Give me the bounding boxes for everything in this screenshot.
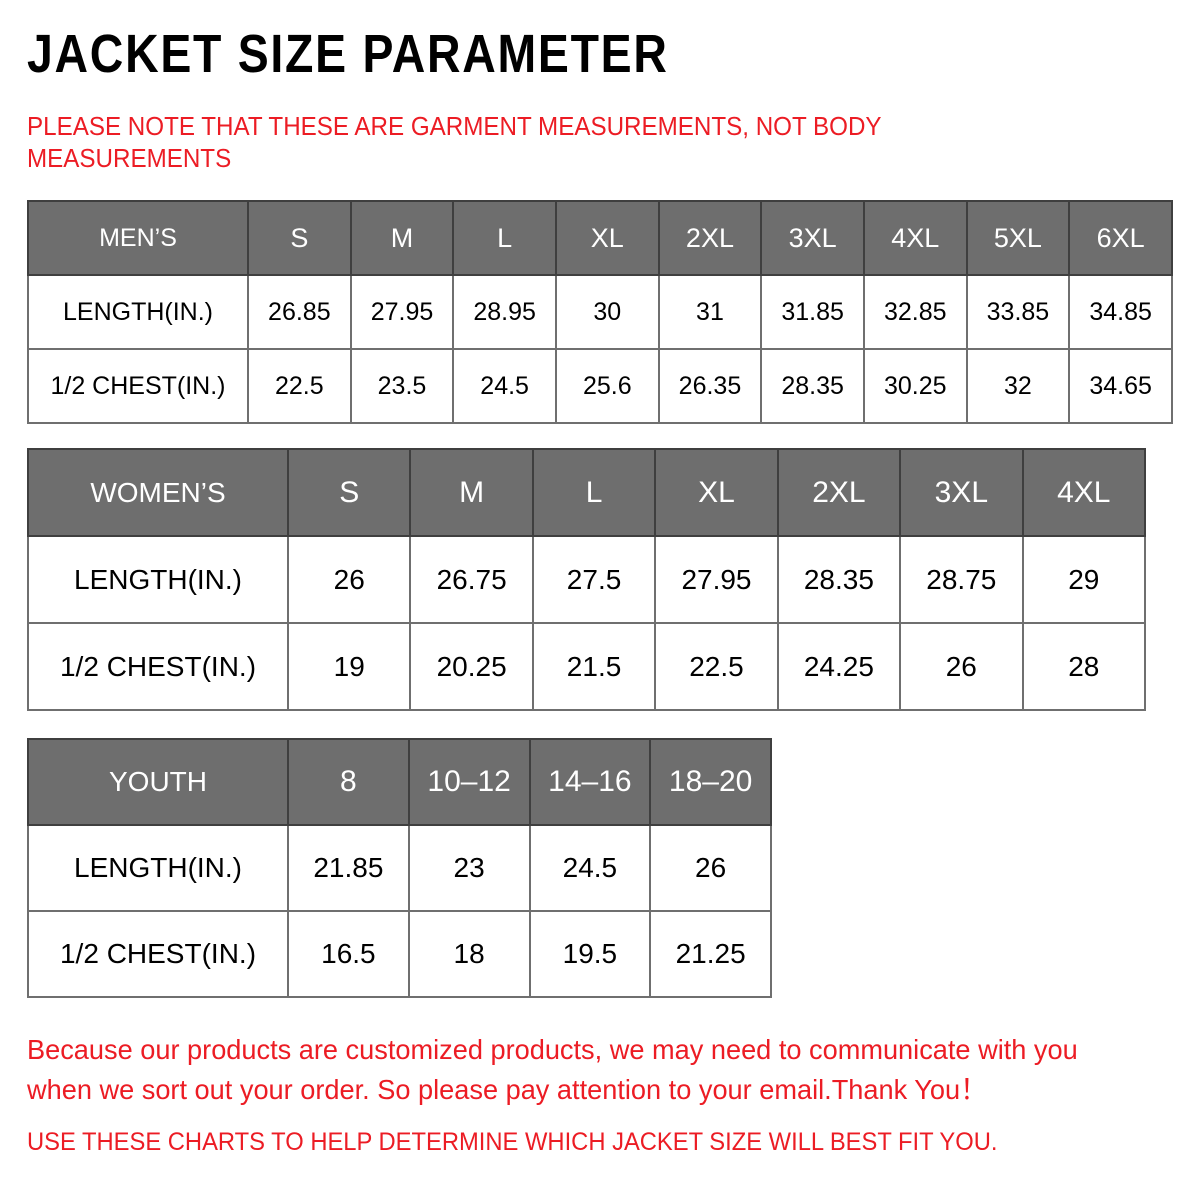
- column-header-womens-2: L: [531, 448, 657, 537]
- row-label-womens-0: LENGTH(IN.): [27, 535, 289, 624]
- table-row: LENGTH(IN.) 26.85 27.95 28.95 30 31 31.85 32.85…: [27, 274, 1173, 350]
- row-label-mens-1: 1/2 CHEST(IN.): [27, 348, 249, 424]
- cell-mens-0-5: 31.85: [760, 274, 865, 350]
- table-header-row: WOMEN’S S M L XL 2XL 3XL 4XL: [27, 448, 1147, 537]
- table-header-row: YOUTH 8 10–12 14–16 18–20: [27, 738, 772, 826]
- cell-mens-1-0: 22.5: [247, 348, 352, 424]
- column-header-youth-1: 10–12: [407, 738, 531, 826]
- cell-womens-1-6: 28: [1021, 622, 1147, 711]
- column-header-mens-2: L: [452, 200, 557, 276]
- column-header-mens-3: XL: [554, 200, 660, 276]
- cell-womens-1-5: 26: [899, 622, 1024, 711]
- cell-youth-0-2: 24.5: [528, 824, 652, 912]
- cell-mens-0-7: 33.85: [965, 274, 1071, 350]
- cell-mens-1-7: 32: [965, 348, 1071, 424]
- garment-measurement-notice: PLEASE NOTE THAT THESE ARE GARMENT MEASU…: [27, 111, 882, 173]
- cell-mens-0-3: 30: [554, 274, 660, 350]
- table-row: LENGTH(IN.) 21.85 23 24.5 26: [27, 824, 772, 912]
- cell-womens-1-0: 19: [286, 622, 412, 711]
- mens-table-body: LENGTH(IN.) 26.85 27.95 28.95 30 31 31.85 32.85…: [27, 274, 1173, 424]
- cell-womens-0-6: 29: [1021, 535, 1147, 624]
- cell-womens-1-1: 20.25: [409, 622, 534, 711]
- column-header-youth-0: 8: [287, 738, 410, 826]
- column-header-mens-7: 5XL: [965, 200, 1071, 276]
- youth-table-header: YOUTH 8 10–12 14–16 18–20: [27, 738, 772, 826]
- cell-womens-0-2: 27.5: [531, 535, 657, 624]
- cell-youth-0-1: 23: [407, 824, 531, 912]
- cell-mens-0-4: 31: [657, 274, 763, 350]
- column-header-womens-0: S: [286, 448, 412, 537]
- cell-mens-0-6: 32.85: [862, 274, 968, 350]
- cell-mens-1-5: 28.35: [760, 348, 865, 424]
- column-header-womens-3: XL: [654, 448, 779, 537]
- cell-womens-1-4: 24.25: [776, 622, 902, 711]
- row-label-youth-0: LENGTH(IN.): [27, 824, 289, 912]
- cell-womens-0-0: 26: [286, 535, 412, 624]
- mens-size-table: MEN’S S M L XL 2XL 3XL 4XL 5XL 6XL LENGTH(IN.) 26.…: [27, 200, 1173, 424]
- cell-youth-1-3: 21.25: [649, 910, 772, 998]
- row-label-mens-0: LENGTH(IN.): [27, 274, 249, 350]
- cell-mens-1-8: 34.65: [1068, 348, 1173, 424]
- column-header-womens-1: M: [409, 448, 534, 537]
- column-header-womens-4: 2XL: [776, 448, 902, 537]
- youth-table-body: LENGTH(IN.) 21.85 23 24.5 26 1/2 CHEST(IN.) 16…: [27, 824, 772, 998]
- cell-womens-0-3: 27.95: [654, 535, 779, 624]
- column-header-mens-6: 4XL: [862, 200, 968, 276]
- cell-mens-1-6: 30.25: [862, 348, 968, 424]
- cell-youth-1-2: 19.5: [528, 910, 652, 998]
- cell-womens-0-4: 28.35: [776, 535, 902, 624]
- column-header-youth-3: 18–20: [649, 738, 772, 826]
- page-title: JACKET SIZE PARAMETER: [27, 24, 669, 84]
- cell-mens-0-0: 26.85: [247, 274, 352, 350]
- cell-mens-0-2: 28.95: [452, 274, 557, 350]
- cell-womens-0-5: 28.75: [899, 535, 1024, 624]
- cell-youth-0-0: 21.85: [287, 824, 410, 912]
- youth-corner-label: YOUTH: [27, 738, 289, 826]
- cell-mens-0-1: 27.95: [349, 274, 455, 350]
- column-header-youth-2: 14–16: [528, 738, 652, 826]
- womens-table-header: WOMEN’S S M L XL 2XL 3XL 4XL: [27, 448, 1147, 537]
- column-header-mens-8: 6XL: [1068, 200, 1173, 276]
- cell-womens-1-3: 22.5: [654, 622, 779, 711]
- womens-size-table: WOMEN’S S M L XL 2XL 3XL 4XL LENGTH(IN.) 26 26.75…: [27, 448, 1147, 711]
- cell-mens-1-3: 25.6: [554, 348, 660, 424]
- cell-youth-1-0: 16.5: [287, 910, 410, 998]
- row-label-womens-1: 1/2 CHEST(IN.): [27, 622, 289, 711]
- table-row: 1/2 CHEST(IN.) 16.5 18 19.5 21.25: [27, 910, 772, 998]
- column-header-mens-5: 3XL: [760, 200, 865, 276]
- column-header-mens-0: S: [247, 200, 352, 276]
- cell-mens-0-8: 34.85: [1068, 274, 1173, 350]
- table-row: 1/2 CHEST(IN.) 22.5 23.5 24.5 25.6 26.35 28.35…: [27, 348, 1173, 424]
- mens-corner-label: MEN’S: [27, 200, 249, 276]
- column-header-mens-4: 2XL: [657, 200, 763, 276]
- cell-mens-1-1: 23.5: [349, 348, 455, 424]
- column-header-womens-6: 4XL: [1021, 448, 1147, 537]
- column-header-womens-5: 3XL: [899, 448, 1024, 537]
- cell-youth-1-1: 18: [407, 910, 531, 998]
- table-row: 1/2 CHEST(IN.) 19 20.25 21.5 22.5 24.25 26 28: [27, 622, 1147, 711]
- cell-mens-1-4: 26.35: [657, 348, 763, 424]
- cell-youth-0-3: 26: [649, 824, 772, 912]
- mens-table-header: MEN’S S M L XL 2XL 3XL 4XL 5XL 6XL: [27, 200, 1173, 276]
- womens-corner-label: WOMEN’S: [27, 448, 289, 537]
- customization-note: Because our products are customized prod…: [27, 1034, 1078, 1105]
- youth-size-table: YOUTH 8 10–12 14–16 18–20 LENGTH(IN.) 21.85 23…: [27, 738, 772, 998]
- cell-womens-0-1: 26.75: [409, 535, 534, 624]
- table-header-row: MEN’S S M L XL 2XL 3XL 4XL 5XL 6XL: [27, 200, 1173, 276]
- column-header-mens-1: M: [349, 200, 455, 276]
- row-label-youth-1: 1/2 CHEST(IN.): [27, 910, 289, 998]
- womens-table-body: LENGTH(IN.) 26 26.75 27.5 27.95 28.35 28.75 29 1…: [27, 535, 1147, 711]
- table-row: LENGTH(IN.) 26 26.75 27.5 27.95 28.35 28.75 29: [27, 535, 1147, 624]
- cell-mens-1-2: 24.5: [452, 348, 557, 424]
- cell-womens-1-2: 21.5: [531, 622, 657, 711]
- use-charts-note: USE THESE CHARTS TO HELP DETERMINE WHICH…: [27, 1128, 998, 1156]
